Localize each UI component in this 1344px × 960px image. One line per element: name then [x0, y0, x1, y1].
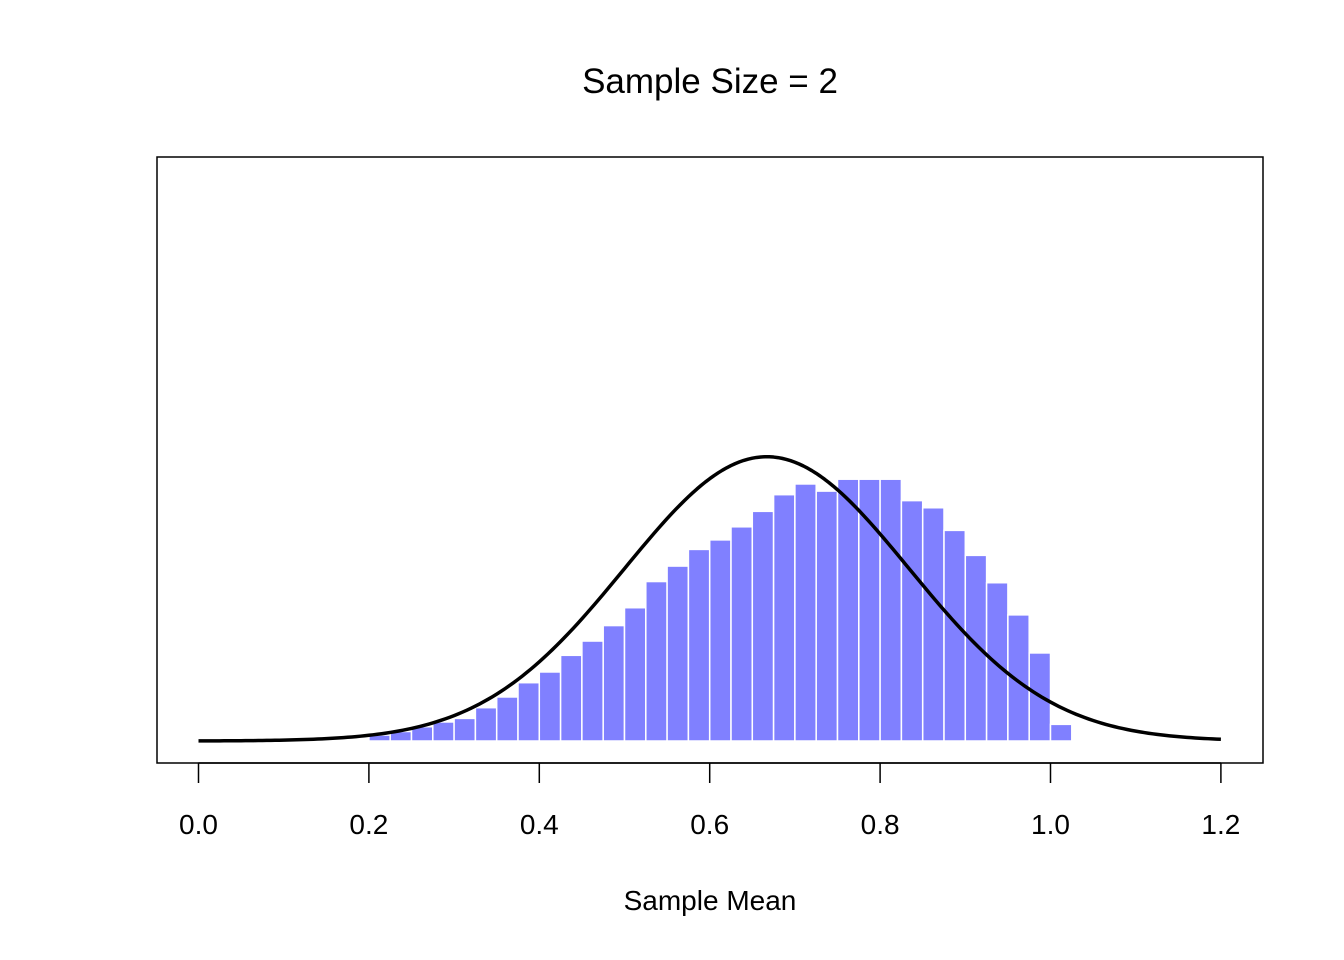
histogram-bar: [432, 721, 455, 742]
x-axis: 0.0 0.2 0.4 0.6 0.8 1.0 1.2: [179, 762, 1240, 840]
histogram-bar: [517, 681, 541, 742]
histogram-bar: [645, 580, 668, 742]
histogram-bar: [538, 671, 562, 742]
x-tick-label: 1.2: [1201, 809, 1240, 840]
histogram-bar: [772, 493, 796, 742]
histogram-bar: [559, 654, 583, 742]
histogram-bar: [815, 490, 839, 742]
histogram-bar: [964, 554, 988, 742]
histogram-bar: [985, 581, 1009, 742]
density-curve: [198, 454, 1221, 743]
histogram-bar: [666, 565, 690, 742]
histogram-bar: [879, 478, 903, 742]
histogram-bar: [623, 606, 647, 742]
histogram-bar: [751, 510, 775, 742]
histogram-bar: [921, 507, 945, 742]
histogram-bar: [474, 706, 498, 742]
histogram-bar: [708, 539, 732, 742]
x-tick-label: 1.0: [1031, 809, 1070, 840]
x-tick-label: 0.8: [861, 809, 900, 840]
x-tick-label: 0.4: [520, 809, 559, 840]
x-tick-label: 0.2: [349, 809, 388, 840]
histogram-bar: [346, 739, 370, 742]
chart-title: Sample Size = 2: [582, 62, 838, 101]
histogram-bar: [943, 529, 967, 742]
histogram-bar: [794, 483, 817, 742]
histogram-bar: [836, 478, 860, 742]
histogram-bar: [730, 526, 754, 742]
histogram-bar: [453, 717, 477, 742]
x-axis-title: Sample Mean: [624, 885, 797, 916]
histogram-bar: [900, 499, 924, 742]
histogram-bar: [858, 478, 881, 742]
histogram-bar: [602, 624, 626, 742]
x-tick-label: 0.0: [179, 809, 218, 840]
histogram-bar: [1049, 723, 1073, 742]
histogram-bar: [687, 548, 711, 742]
histogram-bar: [495, 696, 519, 742]
x-tick-label: 0.6: [690, 809, 729, 840]
histogram-bars: [346, 478, 1073, 742]
histogram-bar: [581, 640, 604, 742]
